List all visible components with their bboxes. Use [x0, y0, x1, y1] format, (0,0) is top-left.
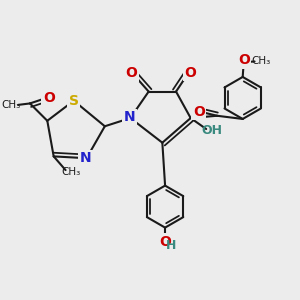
- Text: OH: OH: [202, 124, 223, 137]
- Text: O: O: [184, 66, 196, 80]
- Text: N: N: [80, 151, 92, 165]
- Text: O: O: [159, 235, 171, 249]
- Text: H: H: [166, 239, 176, 252]
- Text: N: N: [124, 110, 135, 124]
- Text: O: O: [193, 105, 205, 118]
- Text: CH₃: CH₃: [251, 56, 270, 66]
- Text: O: O: [43, 91, 55, 105]
- Text: O: O: [238, 53, 250, 67]
- Text: CH₃: CH₃: [2, 100, 21, 110]
- Text: S: S: [69, 94, 79, 108]
- Text: CH₃: CH₃: [61, 167, 80, 177]
- Text: O: O: [125, 66, 137, 80]
